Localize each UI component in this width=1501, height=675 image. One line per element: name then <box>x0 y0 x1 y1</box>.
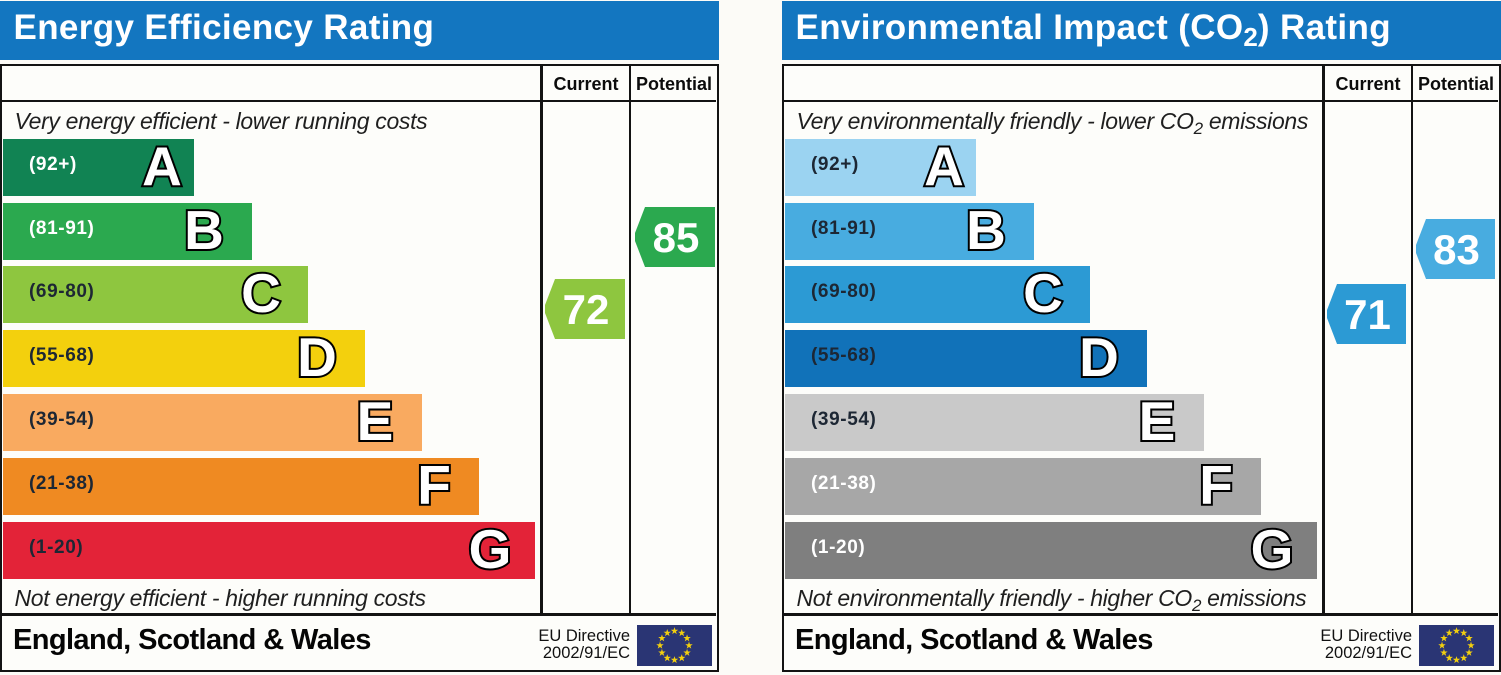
svg-text:G: G <box>1251 518 1294 580</box>
svg-text:C: C <box>1023 262 1063 324</box>
svg-text:B: B <box>184 199 224 261</box>
svg-text:C: C <box>241 262 281 324</box>
svg-text:85: 85 <box>653 214 700 261</box>
svg-text:A: A <box>142 135 182 197</box>
svg-text:A: A <box>924 135 964 197</box>
svg-text:G: G <box>469 518 512 580</box>
svg-text:E: E <box>357 390 394 452</box>
svg-text:71: 71 <box>1344 291 1391 338</box>
svg-text:B: B <box>966 199 1006 261</box>
svg-text:E: E <box>1139 390 1176 452</box>
svg-text:F: F <box>417 454 451 516</box>
svg-text:83: 83 <box>1433 226 1480 273</box>
svg-text:F: F <box>1199 454 1233 516</box>
svg-text:D: D <box>1079 326 1119 388</box>
svg-text:72: 72 <box>563 286 610 333</box>
svg-text:D: D <box>297 326 337 388</box>
